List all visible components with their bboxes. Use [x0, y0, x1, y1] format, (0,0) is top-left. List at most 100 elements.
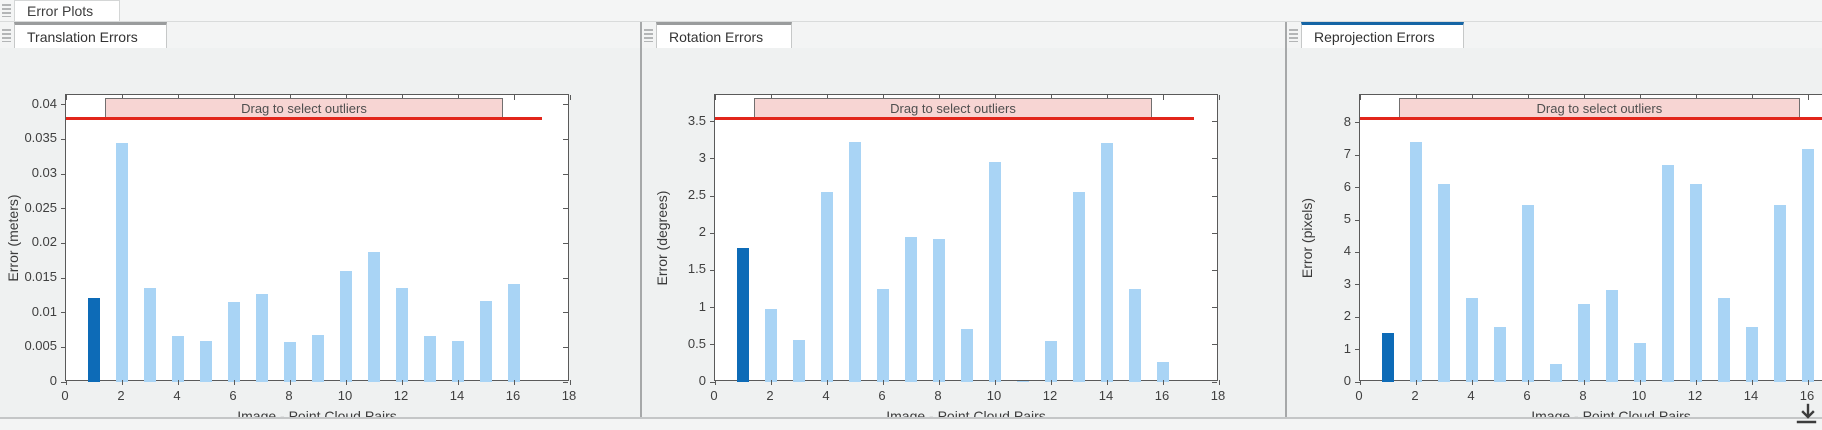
panel-tab-bar: Reprojection Errors: [1287, 22, 1822, 48]
tab-error-plots-label: Error Plots: [27, 3, 94, 19]
bar[interactable]: [228, 302, 240, 382]
rotation-errors-chart-area: Drag to select outliers 0 0.5 1 1.5 2 2.5 3 3.5 0…: [642, 48, 1285, 417]
x-tick-mark: [513, 380, 515, 385]
outlier-threshold-line[interactable]: [66, 117, 542, 121]
bar[interactable]: [1746, 327, 1758, 382]
x-tick-mark-top: [1695, 95, 1697, 100]
x-tick-label: 16: [1154, 388, 1170, 403]
bar[interactable]: [396, 288, 408, 382]
y-tick-mark-right: [563, 381, 568, 383]
bar[interactable]: [1550, 364, 1562, 382]
bar[interactable]: [424, 336, 436, 382]
drag-select-outliers-banner[interactable]: Drag to select outliers: [105, 97, 503, 118]
x-tick-label: 14: [1098, 388, 1114, 403]
bar[interactable]: [1774, 205, 1786, 382]
drag-select-outliers-banner[interactable]: Drag to select outliers: [1399, 97, 1800, 118]
bar[interactable]: [116, 143, 128, 382]
bar[interactable]: [765, 309, 777, 382]
x-tick-mark-top: [177, 95, 179, 100]
bar-selected[interactable]: [88, 298, 100, 382]
plot-box: Drag to select outliers: [1355, 94, 1822, 385]
bar[interactable]: [1129, 289, 1141, 382]
bar[interactable]: [508, 284, 520, 382]
bar[interactable]: [200, 341, 212, 382]
bar[interactable]: [793, 340, 805, 382]
bar[interactable]: [1045, 341, 1057, 382]
outlier-threshold-line[interactable]: [715, 117, 1194, 121]
dock-arrow-icon[interactable]: [1794, 402, 1818, 428]
y-tick-mark-right: [563, 173, 568, 175]
bar[interactable]: [1802, 149, 1814, 382]
bar[interactable]: [1410, 142, 1422, 382]
x-tick-mark: [457, 380, 459, 385]
y-tick-mark-right: [563, 242, 568, 244]
bar[interactable]: [1634, 343, 1646, 382]
bar[interactable]: [1494, 327, 1506, 382]
bar-selected[interactable]: [1382, 333, 1394, 382]
bar[interactable]: [1522, 205, 1534, 382]
y-tick-mark: [61, 104, 66, 106]
bar[interactable]: [1101, 143, 1113, 382]
bar[interactable]: [368, 252, 380, 382]
y-axis-label: Error (degrees): [654, 190, 670, 285]
bar[interactable]: [961, 329, 973, 382]
drag-grip-icon[interactable]: [2, 28, 11, 42]
bar[interactable]: [849, 142, 861, 382]
x-tick-mark-top: [1751, 95, 1753, 100]
tab-translation-errors[interactable]: Translation Errors: [14, 22, 167, 48]
bar[interactable]: [1017, 381, 1029, 382]
bar[interactable]: [877, 289, 889, 382]
bar[interactable]: [1466, 298, 1478, 382]
y-tick-mark: [710, 269, 715, 271]
y-tick-mark: [710, 307, 715, 309]
bar[interactable]: [1073, 192, 1085, 382]
bar[interactable]: [821, 192, 833, 382]
bar[interactable]: [933, 239, 945, 382]
outlier-threshold-line[interactable]: [1360, 117, 1822, 121]
bar[interactable]: [256, 294, 268, 382]
y-tick-mark: [61, 208, 66, 210]
bar[interactable]: [284, 342, 296, 382]
tab-error-plots[interactable]: Error Plots: [14, 0, 121, 21]
bar[interactable]: [1578, 304, 1590, 382]
x-tick-mark-top: [65, 95, 67, 100]
drag-grip-icon[interactable]: [1289, 28, 1298, 42]
x-tick-mark-top: [1527, 95, 1529, 100]
x-tick-mark: [1162, 380, 1164, 385]
drag-grip-icon[interactable]: [644, 28, 653, 42]
bar[interactable]: [1606, 290, 1618, 382]
drag-grip-icon[interactable]: [2, 4, 11, 17]
reprojection-errors-chart-area: Drag to select outliers 0 1 2 3 4 5 6 7 8 0 2 4 6 8 10 1…: [1287, 48, 1822, 417]
bar[interactable]: [1157, 362, 1169, 382]
bar[interactable]: [172, 336, 184, 382]
bar[interactable]: [480, 301, 492, 382]
x-axis-label: Image - Point Cloud Pairs: [1531, 408, 1691, 417]
x-tick-label: 2: [766, 388, 774, 403]
x-axis-label: Image - Point Cloud Pairs: [237, 408, 397, 417]
y-tick-mark-right: [1212, 195, 1217, 197]
bar[interactable]: [905, 237, 917, 382]
panel-translation-errors: Translation Errors Drag to select outlie…: [0, 22, 640, 417]
x-tick-mark-top: [994, 95, 996, 100]
y-tick-mark: [1355, 381, 1360, 383]
y-tick-label: 2: [1343, 308, 1351, 324]
bar[interactable]: [452, 341, 464, 382]
x-tick-mark: [1050, 380, 1052, 385]
x-tick-mark-top: [289, 95, 291, 100]
bar[interactable]: [1662, 165, 1674, 382]
drag-select-outliers-banner[interactable]: Drag to select outliers: [754, 97, 1152, 118]
tab-rotation-errors[interactable]: Rotation Errors: [656, 22, 793, 48]
bar[interactable]: [312, 335, 324, 382]
bar-selected[interactable]: [737, 248, 749, 382]
bar[interactable]: [1690, 184, 1702, 382]
bar[interactable]: [1438, 184, 1450, 382]
y-tick-mark: [1355, 187, 1360, 189]
bar[interactable]: [989, 162, 1001, 382]
x-tick-label: 18: [1210, 388, 1226, 403]
bar[interactable]: [1718, 298, 1730, 382]
tab-reprojection-errors[interactable]: Reprojection Errors: [1301, 22, 1464, 48]
bar[interactable]: [144, 288, 156, 382]
x-tick-mark: [289, 380, 291, 385]
x-tick-label: 18: [561, 388, 577, 403]
bar[interactable]: [340, 271, 352, 382]
